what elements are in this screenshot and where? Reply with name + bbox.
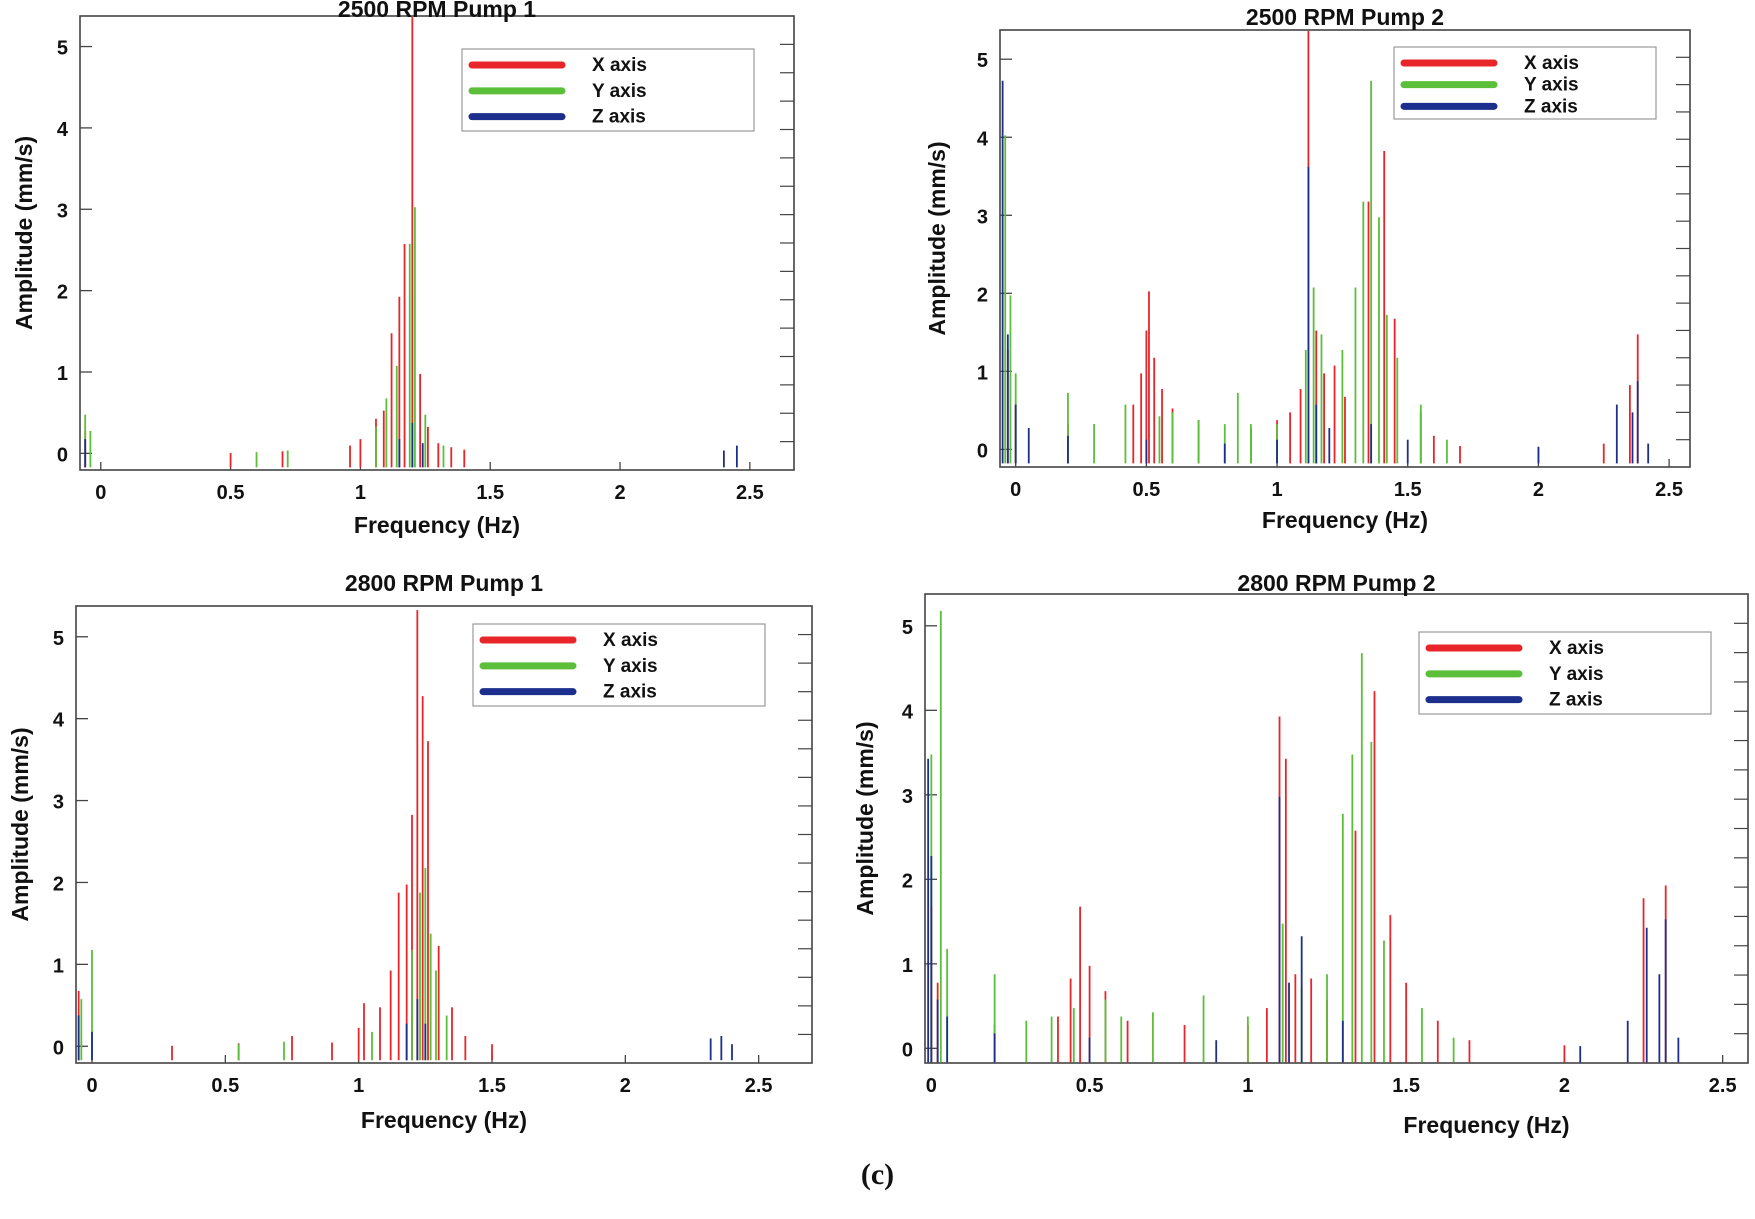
x-axis-label: Frequency (Hz) (1262, 507, 1428, 533)
y-tick-label: 4 (902, 701, 914, 723)
x-tick-label: 0 (926, 1075, 937, 1097)
x-axis-label: Frequency (Hz) (354, 512, 520, 538)
x-tick-label: 0.5 (217, 482, 245, 504)
x-tick-label: 1 (1271, 479, 1282, 501)
x-tick-label: 2.5 (1709, 1075, 1737, 1097)
series-y-axis (84, 207, 445, 468)
legend-label: Y axis (1524, 75, 1579, 96)
x-tick-label: 2 (1559, 1075, 1570, 1097)
series-x-axis (930, 691, 1667, 1063)
y-tick-label: 2 (902, 870, 913, 892)
x-tick-label: 0 (86, 1075, 97, 1097)
chart-title: 2500 RPM Pump 1 (338, 0, 536, 22)
y-tick-label: 5 (977, 50, 988, 72)
y-tick-label: 3 (977, 206, 988, 228)
legend-label: Z axis (1549, 690, 1603, 711)
x-tick-label: 1.5 (476, 482, 504, 504)
x-tick-label: 1.5 (478, 1075, 506, 1097)
x-tick-label: 2.5 (736, 482, 764, 504)
y-tick-label: 4 (977, 128, 989, 150)
chart-title: 2500 RPM Pump 2 (1246, 4, 1444, 30)
chart-panel-1: 0 1 2 3 4 5 0 0.5 1 1.5 2 2.5 2500 RPM Pump 1 Frequen… (11, 0, 795, 538)
series-y-axis (80, 868, 448, 1061)
x-tick-label: 2 (620, 1075, 631, 1097)
x-tick-label: 0.5 (211, 1075, 239, 1097)
legend-label: X axis (1524, 53, 1579, 74)
series-x-axis (84, 17, 466, 468)
x-tick-label: 1.5 (1394, 479, 1422, 501)
legend: X axis Y axis Z axis (472, 623, 766, 707)
y-tick-label: 0 (902, 1039, 913, 1061)
legend-label: X axis (1549, 638, 1604, 659)
y-tick-label: 1 (53, 955, 64, 977)
legend-label: Z axis (603, 682, 657, 703)
x-tick-label: 1 (1242, 1075, 1253, 1097)
y-tick-label: 5 (57, 38, 68, 60)
y-axis-label: Amplitude (mm/s) (852, 721, 878, 915)
y-tick-label: 2 (57, 282, 68, 304)
chart-panel-2: 0 1 2 3 4 5 0 0.5 1 1.5 2 2.5 2500 RPM Pump 2 Frequen… (924, 4, 1691, 533)
y-tick-label: 5 (53, 628, 64, 650)
chart-title: 2800 RPM Pump 2 (1237, 570, 1435, 596)
legend-label: X axis (603, 630, 658, 651)
chart-panel-3: 0 1 2 3 4 5 0 0.5 1 1.5 2 2.5 2800 RPM Pump 1 Frequen… (7, 570, 813, 1133)
y-tick-label: 1 (977, 362, 988, 384)
x-tick-label: 1 (355, 482, 366, 504)
legend-label: Y axis (592, 81, 647, 102)
legend-label: Y axis (1549, 664, 1604, 685)
y-axis-label: Amplitude (mm/s) (924, 141, 950, 335)
legend: X axis Y axis Z axis (461, 48, 755, 132)
y-tick-label: 0 (977, 440, 988, 462)
series-z-axis (1001, 80, 1650, 464)
x-axis-label: Frequency (Hz) (361, 1107, 527, 1133)
series-z-axis (77, 999, 733, 1061)
y-axis-label: Amplitude (mm/s) (11, 136, 37, 330)
x-tick-label: 0 (1010, 479, 1021, 501)
y-axis-label: Amplitude (mm/s) (7, 727, 33, 921)
x-tick-label: 2 (1533, 479, 1544, 501)
series-y-axis (1004, 80, 1448, 464)
x-tick-label: 2.5 (1655, 479, 1683, 501)
x-tick-label: 1 (353, 1075, 364, 1097)
y-tick-label: 3 (902, 786, 913, 808)
figure-caption: (c) (860, 1158, 895, 1191)
x-axis-label: Frequency (Hz) (1403, 1112, 1569, 1138)
y-tick-label: 5 (902, 617, 913, 639)
legend-label: Z axis (1524, 96, 1578, 117)
y-tick-label: 4 (53, 710, 65, 732)
y-tick-label: 2 (53, 873, 64, 895)
chart-title: 2800 RPM Pump 1 (345, 570, 543, 596)
y-tick-label: 1 (57, 363, 68, 385)
legend-label: Y axis (603, 656, 658, 677)
legend-label: Z axis (592, 107, 646, 128)
x-tick-label: 2.5 (745, 1075, 773, 1097)
legend: X axis Y axis Z axis (1418, 631, 1712, 715)
y-tick-label: 3 (57, 200, 68, 222)
x-tick-label: 0.5 (1132, 479, 1160, 501)
y-tick-label: 0 (57, 444, 68, 466)
y-tick-label: 1 (902, 955, 913, 977)
y-tick-label: 3 (53, 792, 64, 814)
x-tick-label: 2 (614, 482, 625, 504)
chart-panel-4: 0 1 2 3 4 5 0 0.5 1 1.5 2 2.5 2800 RPM Pump 2 Frequen… (852, 570, 1749, 1138)
y-tick-label: 4 (57, 119, 69, 141)
series-z-axis (84, 422, 738, 468)
y-tick-label: 0 (53, 1037, 64, 1059)
x-tick-label: 1.5 (1392, 1075, 1420, 1097)
x-tick-label: 0 (95, 482, 106, 504)
series-z-axis (927, 758, 1680, 1063)
x-tick-label: 0.5 (1076, 1075, 1104, 1097)
legend-label: X axis (592, 55, 647, 76)
y-tick-label: 2 (977, 284, 988, 306)
